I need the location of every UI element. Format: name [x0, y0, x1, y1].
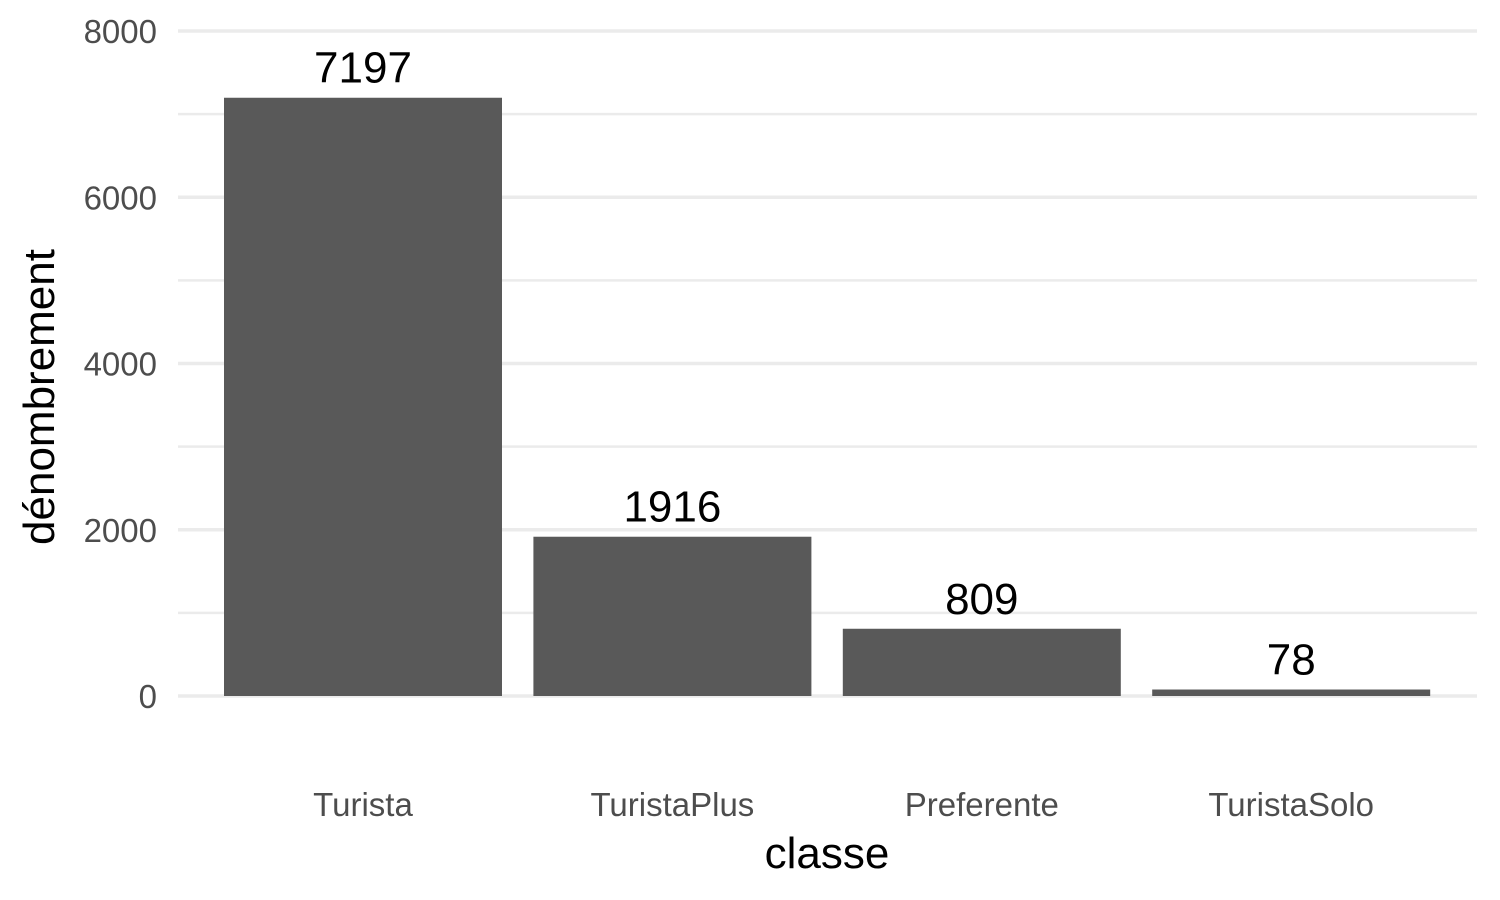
data-label: 7197 — [314, 44, 412, 93]
data-label: 78 — [1267, 636, 1316, 685]
bar-preferente — [842, 628, 1121, 696]
data-labels: 7197 1916 809 78 — [314, 44, 1316, 685]
y-axis-title: dénombrement — [15, 249, 64, 545]
x-axis-ticks: Turista TuristaPlus Preferente TuristaSolo — [313, 786, 1374, 823]
bar-turista — [224, 97, 502, 696]
y-tick-label: 8000 — [84, 13, 157, 50]
y-tick-label: 0 — [139, 678, 157, 715]
data-label: 809 — [945, 575, 1018, 624]
x-tick-label: TuristaPlus — [590, 786, 754, 823]
x-tick-label: Turista — [313, 786, 413, 823]
y-tick-label: 6000 — [84, 179, 157, 216]
x-tick-label: Preferente — [905, 786, 1059, 823]
bar-turistasolo — [1152, 689, 1431, 696]
x-axis-title: classe — [765, 829, 890, 878]
data-label: 1916 — [623, 483, 721, 532]
y-axis-ticks: 0 2000 4000 6000 8000 — [84, 13, 157, 715]
bar-turistaplus — [533, 536, 812, 696]
y-tick-label: 2000 — [84, 512, 157, 549]
x-tick-label: TuristaSolo — [1208, 786, 1374, 823]
bars — [224, 97, 1431, 696]
y-tick-label: 4000 — [84, 346, 157, 383]
